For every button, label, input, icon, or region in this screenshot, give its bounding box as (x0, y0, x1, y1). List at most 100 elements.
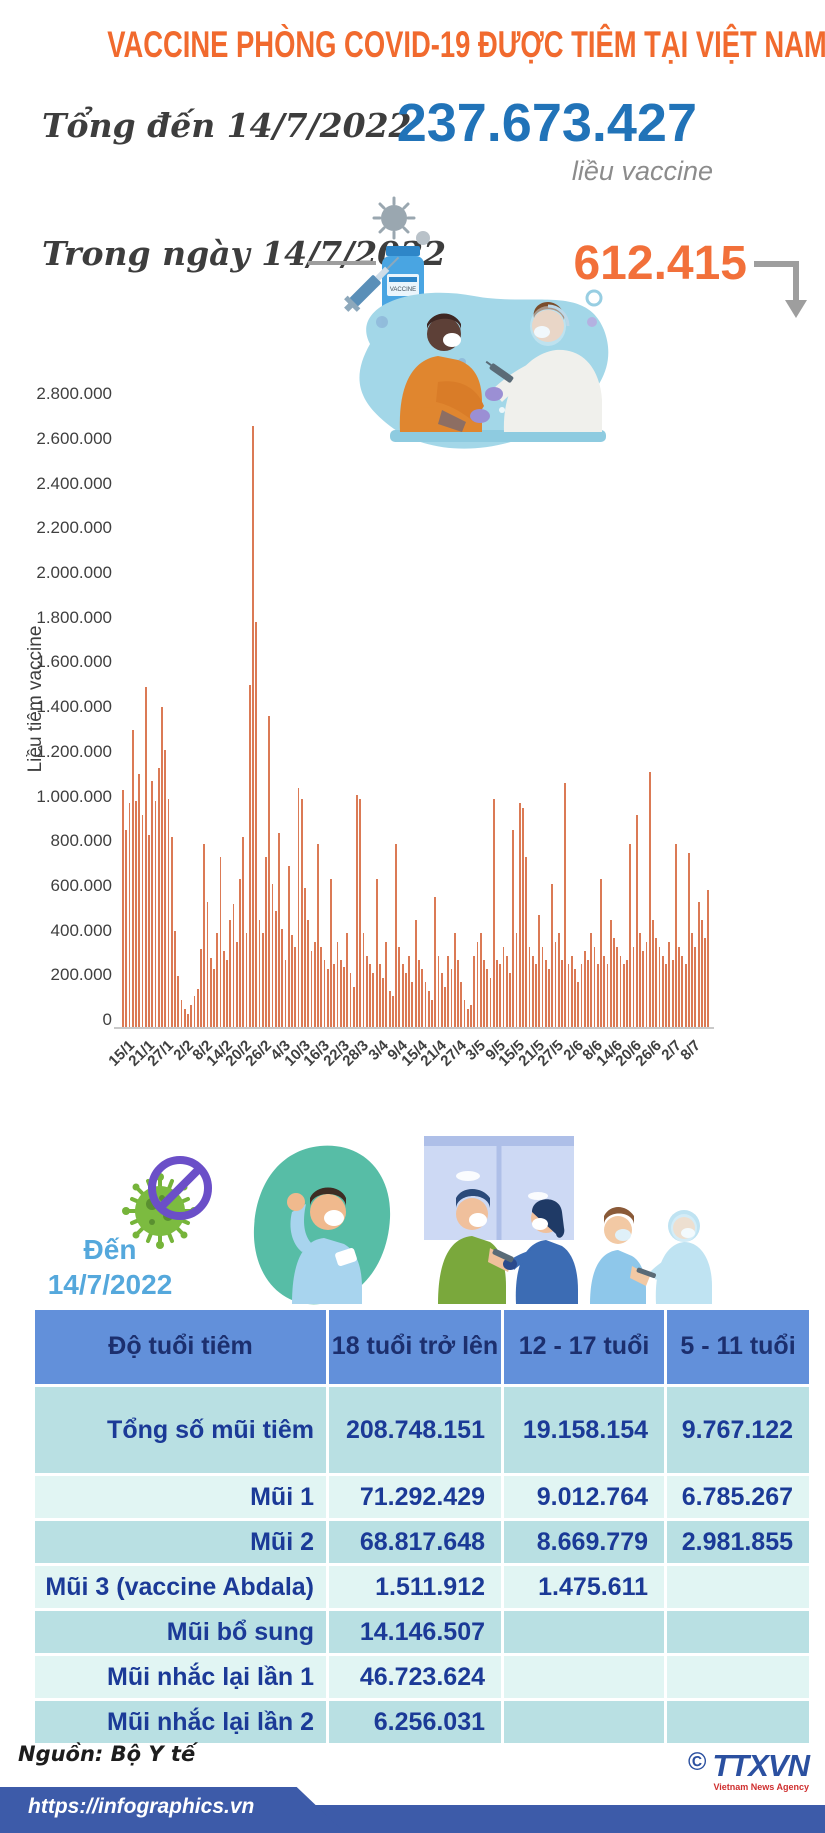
daily-dose-bar (304, 888, 306, 1027)
daily-dose-bar (466, 1009, 469, 1027)
daily-dose-bar (125, 830, 128, 1027)
daily-dose-bar (401, 964, 404, 1027)
daily-dose-bar (444, 986, 446, 1027)
daily-dose-bar (603, 955, 606, 1027)
daily-dose-bar (193, 995, 196, 1027)
daily-dose-bar (326, 968, 329, 1027)
daily-dose-bar (704, 937, 707, 1027)
daily-dose-bar (460, 982, 463, 1027)
daily-dose-bar (235, 942, 238, 1027)
daily-dose-bar (437, 955, 440, 1027)
table-header-age: Độ tuổi tiêm (35, 1310, 326, 1384)
daily-dose-bar (333, 964, 336, 1027)
daily-dose-bar (320, 946, 323, 1027)
daily-dose-bar (313, 942, 316, 1027)
daily-dose-bar (261, 933, 264, 1027)
daily-dose-bar (577, 982, 580, 1027)
daily-dose-bar (258, 919, 261, 1027)
virus-prohibition-icon (122, 1156, 212, 1249)
daily-dose-bar (359, 799, 362, 1027)
daily-dose-bar (639, 933, 641, 1027)
y-tick-label: 600.000 (50, 875, 112, 895)
row-dose2-12-17: 8.669.779 (504, 1521, 664, 1563)
daily-dose-bar (138, 774, 141, 1027)
daily-dose-bar (580, 964, 583, 1027)
daily-dose-bar (515, 933, 518, 1027)
daily-dose-bar (287, 866, 290, 1027)
svg-text:VACCINE: VACCINE (390, 287, 416, 293)
daily-dose-bar (700, 919, 703, 1027)
daily-dose-bar (255, 622, 258, 1027)
daily-dose-bar (583, 951, 586, 1027)
daily-dose-bar (222, 951, 225, 1027)
daily-dose-bar (606, 964, 609, 1027)
age-group-vaccination-table: Độ tuổi tiêm 18 tuổi trở lên 12 - 17 tuổ… (35, 1310, 809, 1743)
daily-dose-bar (684, 964, 687, 1027)
footer-url-link[interactable]: https://infographics.vn (28, 1795, 255, 1818)
daily-dose-bar (330, 879, 332, 1027)
daily-dose-bar (476, 942, 479, 1027)
row-dose1-5-11: 6.785.267 (667, 1476, 809, 1518)
y-tick-label: 1.400.000 (36, 697, 112, 716)
table-header-5-11: 5 - 11 tuổi (667, 1310, 809, 1384)
daily-dose-bar (587, 959, 589, 1027)
daily-dose-bar (346, 933, 349, 1027)
daily-dose-bar (427, 991, 430, 1027)
daily-dose-bar (154, 801, 157, 1027)
daily-dose-bar (707, 890, 710, 1027)
footer-url-tab (0, 1787, 345, 1833)
table-header-18plus: 18 tuổi trở lên (329, 1310, 501, 1384)
daily-dose-bar (170, 837, 173, 1027)
daily-dose-bar (496, 959, 498, 1027)
daily-dose-bar (632, 946, 635, 1027)
daily-dose-bar (528, 946, 531, 1027)
daily-dose-bar (590, 933, 593, 1027)
daily-dose-bar (538, 915, 541, 1027)
row-dose1-18plus: 71.292.429 (329, 1476, 501, 1518)
daily-dose-bar (274, 910, 277, 1027)
daily-dose-bar (574, 968, 576, 1027)
row-booster2-18plus: 6.256.031 (329, 1701, 501, 1743)
daily-dose-bar (388, 991, 391, 1027)
row-dose1-12-17: 9.012.764 (504, 1476, 664, 1518)
daily-dose-bar (473, 955, 476, 1027)
daily-dose-bar (564, 783, 567, 1027)
daily-dose-bar (128, 803, 131, 1027)
row-label-supplementary: Mũi bổ sung (35, 1611, 326, 1653)
row-dose2-18plus: 68.817.648 (329, 1521, 501, 1563)
daily-dose-bar (131, 729, 134, 1027)
y-tick-label: 1.800.000 (36, 607, 112, 627)
daily-doses-label: Trong ngày 14/7/2022 (42, 234, 447, 273)
daily-dose-bar (668, 942, 671, 1027)
daily-dose-bar (645, 942, 648, 1027)
daily-dose-bar (408, 955, 411, 1027)
daily-dose-bar (382, 977, 385, 1027)
syringe-icon (344, 256, 400, 312)
daily-dose-bar (216, 933, 219, 1027)
daily-dose-bar (161, 707, 163, 1027)
ttxvn-logo: TTXVN (712, 1748, 810, 1783)
row-booster2-5-11 (667, 1701, 809, 1743)
x-axis-line (114, 1027, 714, 1029)
daily-dose-bar (248, 684, 251, 1027)
daily-dose-bar (352, 986, 355, 1027)
daily-dose-bar (372, 973, 375, 1027)
daily-dose-bar (512, 830, 515, 1027)
daily-dose-bar (697, 901, 700, 1027)
total-to-date-label: Tổng đến 14/7/2022 (42, 106, 412, 145)
daily-dose-bar (554, 942, 557, 1027)
teen-vaccination-illustration (424, 1136, 578, 1304)
daily-dose-bar (411, 982, 414, 1027)
row-booster1-12-17 (504, 1656, 664, 1698)
y-tick-label: 0 (102, 1010, 112, 1029)
daily-dose-bar (196, 989, 199, 1027)
daily-dose-bar (294, 946, 297, 1027)
daily-dose-bar (252, 425, 254, 1027)
row-supplementary-5-11 (667, 1611, 809, 1653)
daily-dose-bar (687, 852, 690, 1027)
daily-dose-bar (661, 955, 664, 1027)
daily-dose-bar (609, 919, 612, 1027)
total-doses-value: 237.673.427 (396, 93, 697, 153)
daily-dose-bar (404, 973, 407, 1027)
